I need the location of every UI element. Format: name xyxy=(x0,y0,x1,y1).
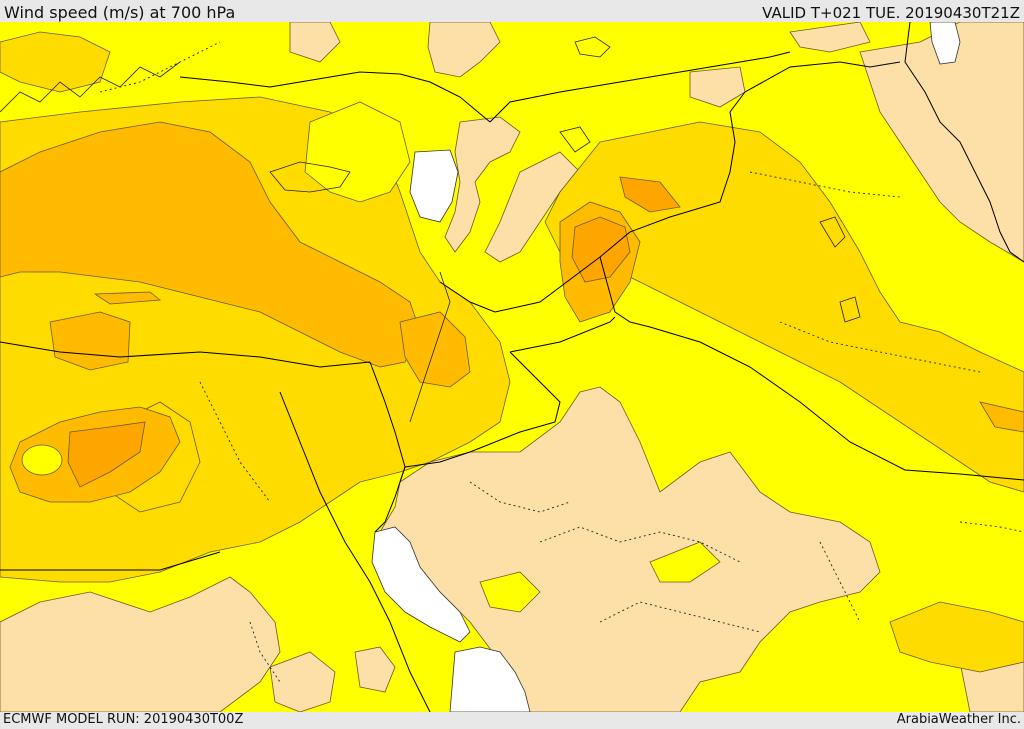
map-title: Wind speed (m/s) at 700 hPa xyxy=(4,3,236,22)
provider-credit: ArabiaWeather Inc. xyxy=(896,712,1021,727)
model-run: ECMWF MODEL RUN: 20190430T00Z xyxy=(3,712,244,727)
very-strong-wind-areas xyxy=(67,176,681,488)
valid-time: VALID T+021 TUE. 20190430T21Z xyxy=(762,4,1020,22)
water-bodies xyxy=(371,22,961,712)
map-canvas xyxy=(0,22,1024,712)
coastlines xyxy=(0,36,861,423)
country-borders xyxy=(0,22,1024,712)
light-wind-pockets xyxy=(21,101,721,613)
map-header: Wind speed (m/s) at 700 hPa VALID T+021 … xyxy=(0,0,1024,22)
map-footer: ECMWF MODEL RUN: 20190430T00Z ArabiaWeat… xyxy=(0,712,1024,729)
wind-speed-map[interactable] xyxy=(0,22,1024,712)
calm-wind-areas xyxy=(0,22,1024,712)
